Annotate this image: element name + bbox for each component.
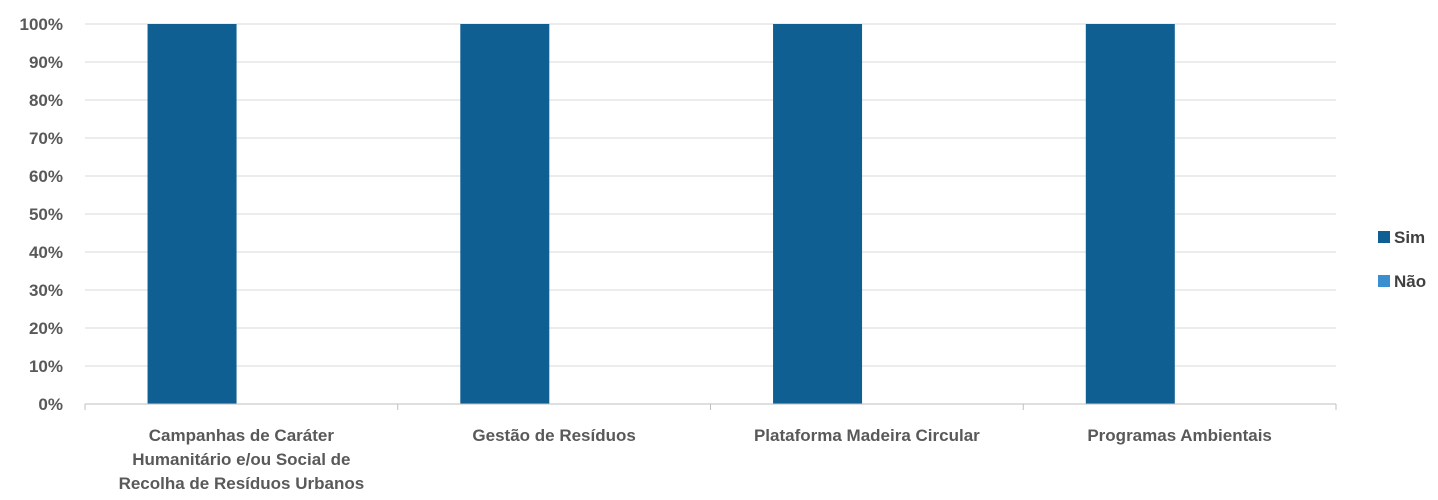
y-tick-label: 40%: [29, 243, 63, 262]
y-tick-label: 100%: [20, 15, 63, 34]
y-tick-label: 10%: [29, 357, 63, 376]
bar-sim: [147, 24, 237, 404]
bar-sim: [773, 24, 863, 404]
x-axis-labels: Campanhas de Caráter Humanitário e/ou Soc…: [119, 426, 1272, 493]
legend-label-não: Não: [1394, 272, 1426, 291]
y-tick-label: 70%: [29, 129, 63, 148]
legend-label-sim: Sim: [1394, 228, 1425, 247]
y-tick-label: 80%: [29, 91, 63, 110]
y-axis-ticks: 0% 10% 20% 30% 40% 50% 60% 70% 80% 90% 100%: [20, 15, 63, 414]
bar-sim: [460, 24, 550, 404]
x-category-label: Gestão de Resíduos: [472, 426, 635, 445]
y-tick-label: 50%: [29, 205, 63, 224]
legend-swatch-não: [1378, 275, 1390, 287]
bar-sim: [1085, 24, 1175, 404]
x-category-label: Programas Ambientais: [1087, 426, 1272, 445]
y-tick-label: 0%: [38, 395, 63, 414]
y-tick-label: 90%: [29, 53, 63, 72]
x-category-label: Plataforma Madeira Circular: [754, 426, 980, 445]
y-tick-label: 60%: [29, 167, 63, 186]
y-tick-label: 20%: [29, 319, 63, 338]
bars: [147, 24, 1175, 404]
y-tick-label: 30%: [29, 281, 63, 300]
x-axis: [84, 403, 1337, 410]
legend: Sim Não: [1378, 228, 1426, 291]
x-category-label: Campanhas de Caráter Humanitário e/ou Soc…: [119, 426, 365, 493]
legend-swatch-sim: [1378, 231, 1390, 243]
